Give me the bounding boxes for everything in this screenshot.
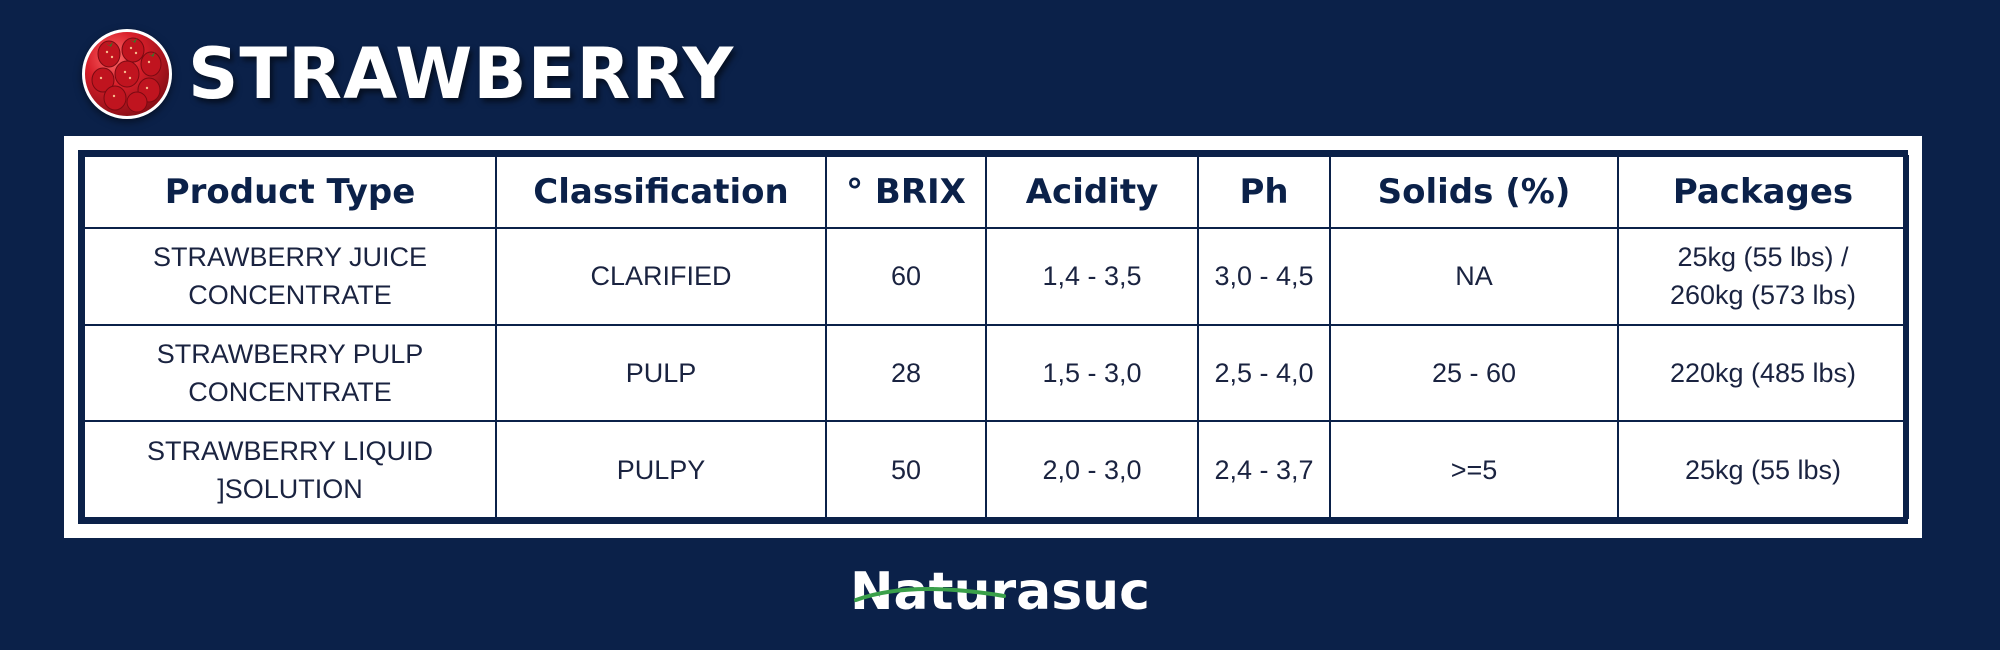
cell-product-type: STRAWBERRY PULP CONCENTRATE [83,323,497,423]
table-header-row: Product Type Classification ° BRIX Acidi… [83,155,1909,229]
cell-solids: 25 - 60 [1329,323,1619,423]
cell-brix: 60 [825,227,987,326]
column-header-ph: Ph [1197,155,1331,229]
cell-solids: NA [1329,227,1619,326]
column-header-brix: ° BRIX [825,155,987,229]
cell-classification: CLARIFIED [495,227,827,326]
cell-product-type-line: STRAWBERRY JUICE [152,242,428,273]
page-title: STRAWBERRY [188,33,735,115]
leaf-swoosh-icon [853,586,1006,602]
cell-ph: 2,5 - 4,0 [1197,323,1331,423]
cell-product-type-line: ]SOLUTION [217,473,363,504]
cell-packages-line: 25kg (55 lbs) / [1677,242,1849,273]
cell-packages: 25kg (55 lbs) [1617,420,1909,519]
cell-classification: PULPY [495,420,827,519]
column-header-packages: Packages [1617,155,1909,229]
column-header-solids: Solids (%) [1329,155,1619,229]
cell-packages: 220kg (485 lbs) [1617,323,1909,423]
cell-product-type: STRAWBERRY LIQUID ]SOLUTION [83,420,497,519]
column-header-classification: Classification [495,155,827,229]
cell-ph: 3,0 - 4,5 [1197,227,1331,326]
cell-brix: 50 [825,420,987,519]
column-header-product-type: Product Type [83,155,497,229]
table-row: STRAWBERRY LIQUID ]SOLUTION PULPY 50 2,0… [83,420,1909,519]
column-header-acidity: Acidity [985,155,1199,229]
cell-product-type: STRAWBERRY JUICE CONCENTRATE [83,227,497,326]
cell-acidity: 1,4 - 3,5 [985,227,1199,326]
cell-packages: 25kg (55 lbs) / 260kg (573 lbs) [1617,227,1909,326]
cell-product-type-line: CONCENTRATE [188,376,392,407]
cell-packages-line: 260kg (573 lbs) [1669,280,1857,311]
strawberries-photo-icon [82,29,172,119]
cell-acidity: 1,5 - 3,0 [985,323,1199,423]
footer: Naturasuc [0,562,2000,622]
table-row: STRAWBERRY PULP CONCENTRATE PULP 28 1,5 … [83,323,1909,423]
cell-brix: 28 [825,323,987,423]
cell-solids: >=5 [1329,420,1619,519]
specs-table-border: Product Type Classification ° BRIX Acidi… [78,150,1909,524]
specs-table-frame: Product Type Classification ° BRIX Acidi… [64,136,1922,538]
cell-classification: PULP [495,323,827,423]
table-row: STRAWBERRY JUICE CONCENTRATE CLARIFIED 6… [83,227,1909,326]
cell-product-type-line: STRAWBERRY LIQUID [146,435,434,466]
specs-table: Product Type Classification ° BRIX Acidi… [83,155,1909,519]
cell-packages-line: 25kg (55 lbs) [1684,454,1842,485]
cell-acidity: 2,0 - 3,0 [985,420,1199,519]
cell-packages-line: 220kg (485 lbs) [1669,357,1857,388]
brand-logo: Naturasuc [850,562,1150,622]
header: STRAWBERRY [82,26,734,122]
cell-product-type-line: STRAWBERRY PULP [156,338,424,369]
cell-product-type-line: CONCENTRATE [188,280,392,311]
cell-ph: 2,4 - 3,7 [1197,420,1331,519]
